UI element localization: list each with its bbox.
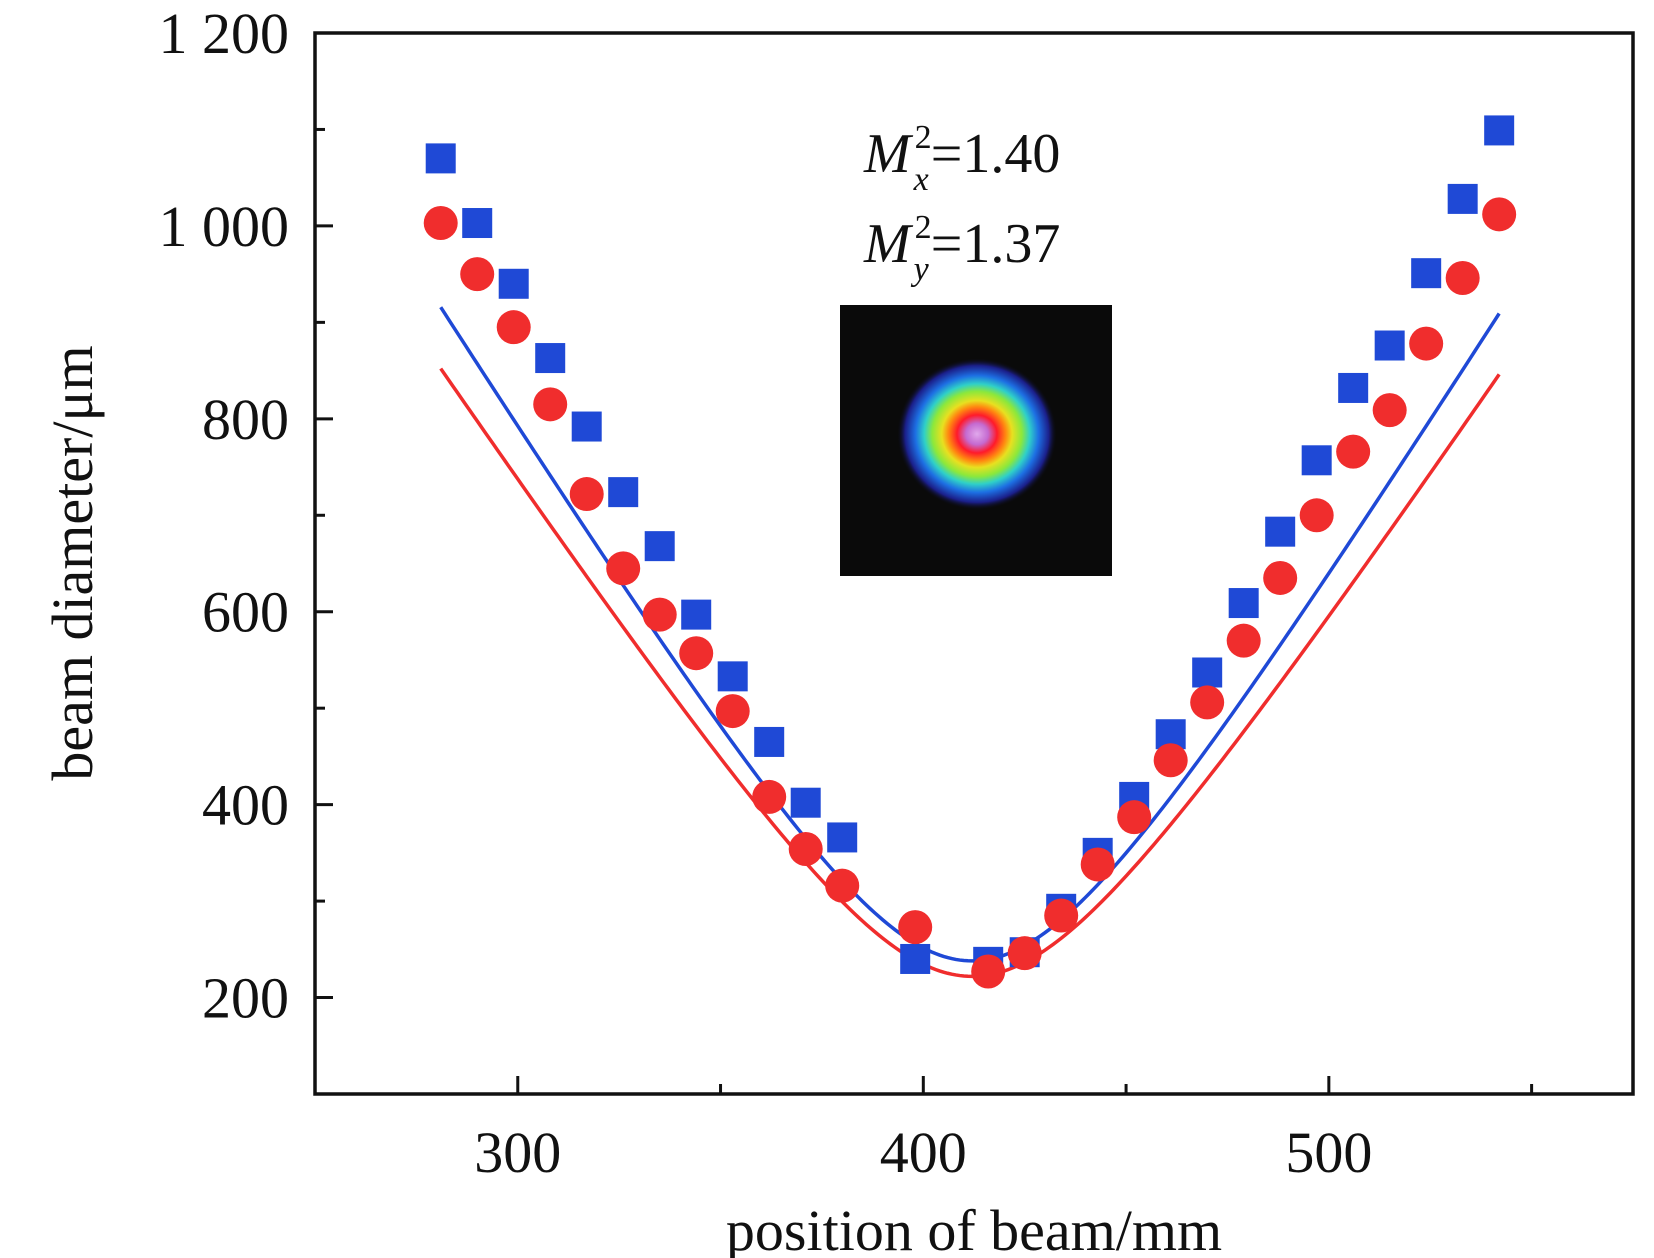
mx-annotation: M 2 x=1.40 xyxy=(863,119,1060,198)
x-axis-title: position of beam/mm xyxy=(726,1198,1222,1258)
circle-point xyxy=(460,257,495,292)
circle-point xyxy=(569,477,604,512)
my-base: M xyxy=(863,213,914,275)
my-annotation: M 2 y=1.37 xyxy=(863,209,1060,288)
square-point xyxy=(1301,445,1332,476)
y-tick-label: 200 xyxy=(202,966,289,1031)
y-tick-label: 1 200 xyxy=(159,1,290,66)
circle-point xyxy=(533,387,568,422)
circle-point xyxy=(1336,434,1371,469)
square-point xyxy=(1374,330,1405,361)
square-point xyxy=(717,661,748,692)
x-tick-label: 400 xyxy=(880,1120,967,1185)
my-value: =1.37 xyxy=(931,213,1061,275)
square-point xyxy=(681,599,712,630)
beam-profile-spot xyxy=(897,358,1057,510)
circle-point xyxy=(1263,560,1298,595)
circle-point xyxy=(825,868,860,903)
circle-point xyxy=(1299,498,1334,533)
square-point xyxy=(1411,258,1442,289)
my-sub: y xyxy=(911,251,930,288)
square-point xyxy=(790,787,821,818)
plot-frame xyxy=(313,31,1635,1096)
circle-point xyxy=(752,779,787,814)
mx-sup: 2 xyxy=(915,119,932,156)
mx-value: =1.40 xyxy=(931,123,1061,185)
circle-point xyxy=(715,694,750,729)
circle-point xyxy=(1007,936,1042,971)
circle-point xyxy=(788,832,823,867)
mx-base: M xyxy=(863,123,914,185)
y-tick-label: 1 000 xyxy=(159,194,290,259)
square-point xyxy=(1447,183,1478,214)
mx-sub: x xyxy=(913,161,929,198)
circle-point xyxy=(1445,260,1480,295)
square-point xyxy=(535,343,566,374)
axis-tick-labels: 300 400 500 200 400 600 800 1 000 1 200 xyxy=(159,1,1373,1185)
y-axis-title: beam diameter/μm xyxy=(40,345,105,780)
beam-profile-inset xyxy=(840,305,1112,576)
square-point xyxy=(1265,516,1296,547)
y-tick-label: 400 xyxy=(202,773,289,838)
circle-point xyxy=(898,910,933,945)
square-point xyxy=(644,531,675,562)
my-sup: 2 xyxy=(915,209,932,246)
circle-point xyxy=(1117,800,1152,835)
circle-point xyxy=(1226,623,1261,658)
circle-point xyxy=(423,206,458,241)
circle-point xyxy=(1153,743,1188,778)
y-tick-label: 800 xyxy=(202,387,289,452)
x-tick-label: 300 xyxy=(474,1120,561,1185)
fit-curve-circle xyxy=(439,367,1501,979)
y-tick-label: 600 xyxy=(202,580,289,645)
square-point xyxy=(498,268,529,299)
square-point xyxy=(608,477,639,508)
circle-point xyxy=(1190,685,1225,720)
x-tick-label: 500 xyxy=(1285,1120,1372,1185)
circle-point xyxy=(1482,197,1517,232)
square-point xyxy=(1192,657,1223,688)
square-point xyxy=(754,726,785,757)
axis-ticks xyxy=(315,31,1534,1094)
circle-point xyxy=(971,954,1006,989)
circle-point xyxy=(496,310,531,345)
square-point xyxy=(425,143,456,174)
circle-point xyxy=(679,636,714,671)
square-point xyxy=(1338,372,1369,403)
circle-point xyxy=(1080,847,1115,882)
square-point xyxy=(462,208,493,239)
square-point xyxy=(1484,115,1515,146)
circle-point xyxy=(606,551,641,586)
square-point xyxy=(571,411,602,442)
circle-point xyxy=(1409,326,1444,361)
square-point xyxy=(900,943,931,974)
data-points xyxy=(423,115,1517,989)
circle-point xyxy=(642,597,677,632)
circle-point xyxy=(1372,393,1407,428)
square-point xyxy=(1228,588,1259,619)
circle-point xyxy=(1044,898,1079,933)
square-point xyxy=(827,822,858,853)
